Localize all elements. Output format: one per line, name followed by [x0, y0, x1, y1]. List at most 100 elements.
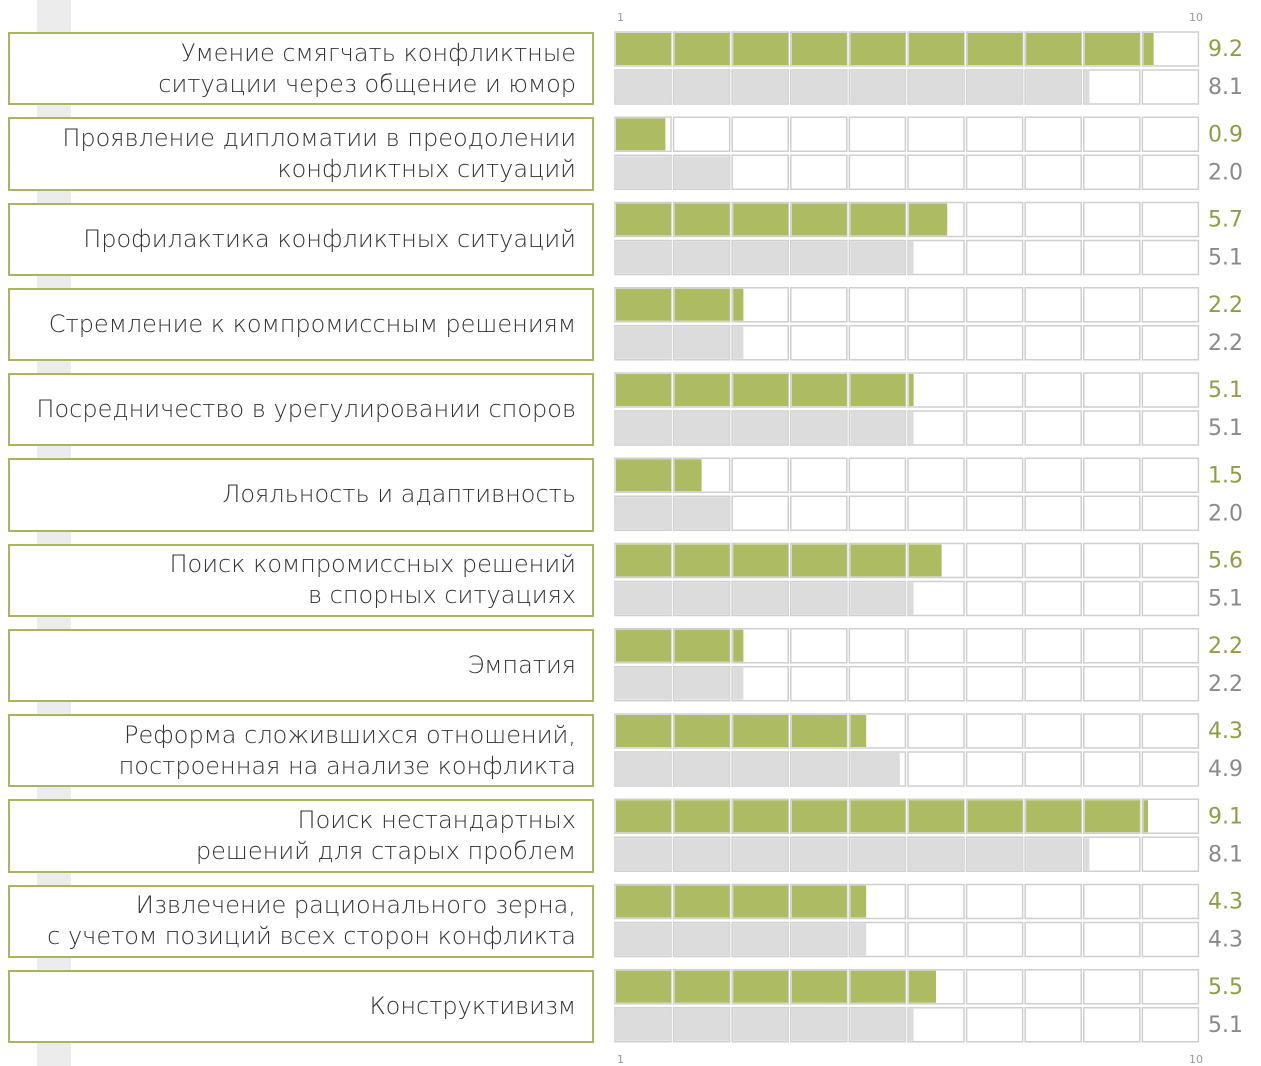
bar: [616, 241, 914, 274]
category-box: Эмпатия: [8, 628, 594, 702]
value-label: 2.2: [1208, 634, 1243, 659]
cell: [1141, 372, 1200, 408]
cell: [1083, 372, 1141, 408]
category-label: Проявление дипломатии в преодолении конф…: [62, 123, 576, 183]
cell: [1141, 410, 1200, 446]
bar: [616, 753, 900, 785]
value-label: 5.1: [1208, 246, 1243, 271]
cell: [1083, 921, 1141, 958]
cell: [907, 580, 965, 617]
cell: [1083, 239, 1141, 276]
bar: [616, 582, 914, 615]
category-box: Лояльность и адаптивность: [8, 458, 594, 532]
cell: [848, 666, 907, 702]
value-label: 4.3: [1208, 719, 1243, 744]
bar: [616, 288, 744, 321]
cell: [1141, 495, 1200, 531]
cell: [965, 154, 1024, 190]
cell: [907, 666, 965, 702]
bar: [616, 715, 867, 747]
cell: [1083, 542, 1141, 579]
cell: [965, 410, 1024, 446]
cell: [1141, 239, 1200, 276]
value-label: 9.1: [1208, 804, 1243, 829]
cell: [1141, 457, 1200, 493]
cell: [672, 116, 731, 152]
category-box: Стремление к компромиссным решениям: [8, 287, 594, 361]
cell: [1083, 713, 1141, 749]
cell: [1083, 580, 1141, 617]
bar: [616, 667, 744, 700]
category-label: Умение смягчать конфликтные ситуации чер…: [158, 38, 576, 98]
bar: [616, 156, 730, 189]
cell: [1024, 116, 1082, 152]
cell: [1083, 836, 1141, 872]
bar: [616, 71, 1090, 103]
value-label: 1.5: [1208, 463, 1243, 488]
cell: [965, 325, 1024, 361]
value-label: 0.9: [1208, 122, 1243, 147]
bar: [616, 118, 666, 151]
value-label: 8.1: [1208, 842, 1243, 867]
cell: [907, 883, 965, 920]
cell: [1083, 287, 1141, 323]
bar: [616, 629, 744, 662]
cell: [965, 883, 1024, 920]
cell: [1083, 116, 1141, 152]
cell: [790, 325, 848, 361]
scale-label: 10: [1189, 1053, 1203, 1066]
value-label: 2.0: [1208, 501, 1243, 526]
cell: [731, 495, 789, 531]
category-box: Реформа сложившихся отношений, построенн…: [8, 714, 594, 788]
cell: [848, 495, 907, 531]
cell: [965, 1007, 1024, 1043]
cell: [907, 372, 965, 408]
bar: [616, 497, 730, 530]
cell: [1024, 154, 1082, 190]
cell: [1024, 969, 1082, 1005]
value-label: 2.0: [1208, 160, 1243, 185]
cell: [1083, 410, 1141, 446]
bar: [616, 33, 1154, 65]
category-box: Извлечение рационального зерна, с учетом…: [8, 884, 594, 958]
category-box: Проявление дипломатии в преодолении конф…: [8, 117, 594, 191]
cell: [1083, 325, 1141, 361]
category-box: Умение смягчать конфликтные ситуации чер…: [8, 32, 594, 106]
cell: [790, 287, 848, 323]
cell: [848, 154, 907, 190]
cell: [1141, 69, 1200, 105]
value-label: 4.3: [1208, 928, 1243, 953]
cell: [907, 239, 965, 276]
cell: [790, 154, 848, 190]
cell: [1141, 798, 1200, 834]
value-label: 2.2: [1208, 672, 1243, 697]
category-label: Поиск компромиссных решений в спорных си…: [169, 550, 576, 610]
cell: [1024, 883, 1082, 920]
cell: [907, 410, 965, 446]
bar: [616, 203, 948, 236]
cell: [1141, 713, 1200, 749]
value-label: 5.5: [1208, 975, 1243, 1000]
cell: [1024, 921, 1082, 958]
cell: [965, 457, 1024, 493]
value-label: 8.1: [1208, 75, 1243, 100]
cell: [1141, 921, 1200, 958]
cell: [1024, 495, 1082, 531]
value-label: 5.7: [1208, 208, 1243, 233]
cell: [1083, 1007, 1141, 1043]
cell: [907, 287, 965, 323]
cell: [1141, 836, 1200, 872]
bar: [616, 374, 914, 406]
cell: [1024, 751, 1082, 787]
cell: [1024, 580, 1082, 617]
cell: [1024, 542, 1082, 579]
category-box: Конструктивизм: [8, 969, 594, 1043]
cell: [907, 628, 965, 664]
cell: [965, 116, 1024, 152]
cell: [1024, 201, 1082, 238]
cell: [1024, 287, 1082, 323]
value-label: 2.2: [1208, 331, 1243, 356]
bar: [616, 838, 1090, 871]
cell: [1024, 372, 1082, 408]
cell: [1083, 457, 1141, 493]
